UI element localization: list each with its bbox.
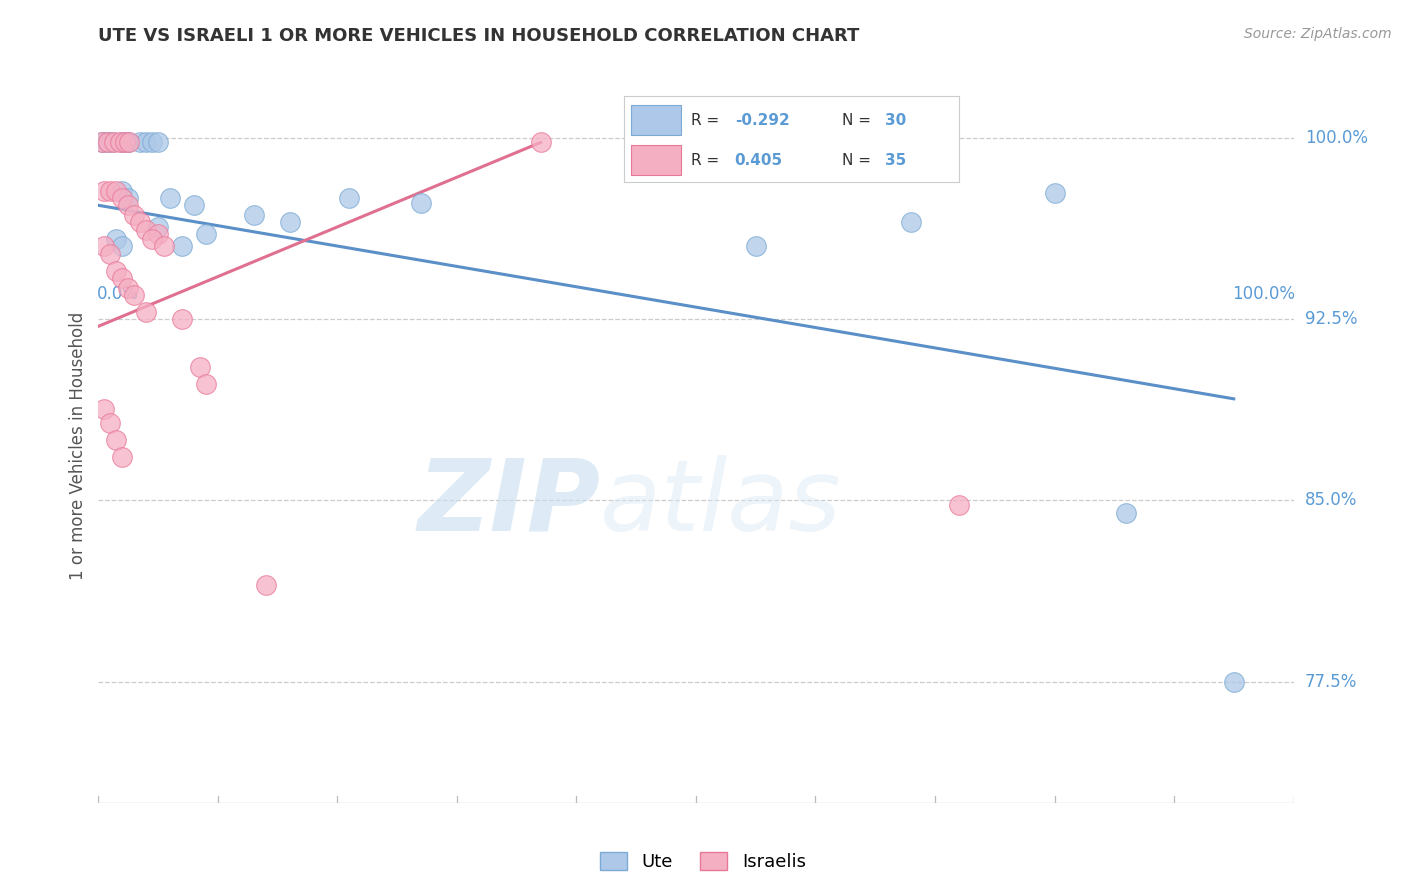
Point xyxy=(111,191,134,205)
Point xyxy=(91,136,114,150)
Point xyxy=(148,227,170,242)
Text: 77.5%: 77.5% xyxy=(1305,673,1357,690)
Point xyxy=(103,136,125,150)
Point xyxy=(108,136,131,150)
Point xyxy=(91,136,114,150)
Point xyxy=(124,288,146,302)
Point xyxy=(135,222,157,236)
Point xyxy=(948,498,970,512)
Point xyxy=(129,215,152,229)
Point xyxy=(93,401,115,416)
Legend: Ute, Israelis: Ute, Israelis xyxy=(593,845,813,879)
Text: 92.5%: 92.5% xyxy=(1305,310,1357,328)
Point xyxy=(278,215,301,229)
Point xyxy=(141,232,163,246)
Point xyxy=(135,304,157,318)
Point xyxy=(105,184,128,198)
Text: 0.0%: 0.0% xyxy=(97,285,139,303)
Point xyxy=(159,191,181,205)
Text: 100.0%: 100.0% xyxy=(1232,285,1295,303)
Point xyxy=(254,578,277,592)
Text: ZIP: ZIP xyxy=(418,455,600,551)
Text: Source: ZipAtlas.com: Source: ZipAtlas.com xyxy=(1244,27,1392,41)
Point xyxy=(135,136,157,150)
Point xyxy=(1043,186,1066,201)
Y-axis label: 1 or more Vehicles in Household: 1 or more Vehicles in Household xyxy=(69,312,87,580)
Point xyxy=(97,136,120,150)
Point xyxy=(105,263,128,277)
Text: atlas: atlas xyxy=(600,455,842,551)
Point xyxy=(1222,674,1246,689)
Point xyxy=(124,208,146,222)
Point xyxy=(172,239,194,253)
Point xyxy=(98,246,122,260)
Point xyxy=(194,227,217,242)
Point xyxy=(337,191,360,205)
Point xyxy=(117,198,139,212)
Point xyxy=(1115,506,1137,520)
Point xyxy=(111,184,134,198)
Point xyxy=(188,360,211,375)
Point xyxy=(243,208,266,222)
Point xyxy=(111,450,134,464)
Text: 100.0%: 100.0% xyxy=(1305,128,1368,146)
Point xyxy=(98,416,122,430)
Point xyxy=(153,239,176,253)
Point xyxy=(93,184,115,198)
Point xyxy=(96,136,118,150)
Point xyxy=(111,136,134,150)
Point xyxy=(111,239,134,253)
Point xyxy=(529,136,551,150)
Point xyxy=(148,136,170,150)
Point xyxy=(194,377,217,392)
Point xyxy=(100,136,122,150)
Point xyxy=(148,220,170,235)
Point xyxy=(117,280,139,294)
Point xyxy=(118,136,141,150)
Point xyxy=(172,312,194,326)
Point xyxy=(745,239,768,253)
Point xyxy=(93,239,115,253)
Point xyxy=(105,433,128,447)
Point xyxy=(411,195,433,210)
Point xyxy=(111,271,134,285)
Point xyxy=(900,215,922,229)
Point xyxy=(105,232,128,246)
Point xyxy=(141,136,163,150)
Point xyxy=(117,136,139,150)
Point xyxy=(183,198,205,212)
Point xyxy=(98,184,122,198)
Point xyxy=(117,191,139,205)
Point xyxy=(114,136,136,150)
Point xyxy=(129,136,152,150)
Text: UTE VS ISRAELI 1 OR MORE VEHICLES IN HOUSEHOLD CORRELATION CHART: UTE VS ISRAELI 1 OR MORE VEHICLES IN HOU… xyxy=(98,27,860,45)
Text: 85.0%: 85.0% xyxy=(1305,491,1357,509)
